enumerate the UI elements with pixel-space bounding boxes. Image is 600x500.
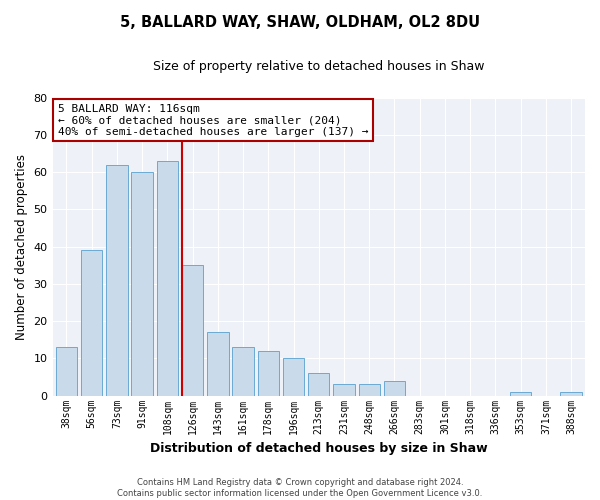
- Bar: [207, 332, 229, 396]
- Bar: [333, 384, 355, 396]
- Bar: [510, 392, 532, 396]
- Text: 5 BALLARD WAY: 116sqm
← 60% of detached houses are smaller (204)
40% of semi-det: 5 BALLARD WAY: 116sqm ← 60% of detached …: [58, 104, 368, 137]
- Y-axis label: Number of detached properties: Number of detached properties: [15, 154, 28, 340]
- Bar: [81, 250, 103, 396]
- Bar: [56, 347, 77, 396]
- Bar: [106, 165, 128, 396]
- Bar: [131, 172, 153, 396]
- Title: Size of property relative to detached houses in Shaw: Size of property relative to detached ho…: [153, 60, 485, 73]
- Bar: [232, 347, 254, 396]
- Bar: [384, 380, 405, 396]
- Text: 5, BALLARD WAY, SHAW, OLDHAM, OL2 8DU: 5, BALLARD WAY, SHAW, OLDHAM, OL2 8DU: [120, 15, 480, 30]
- Text: Contains HM Land Registry data © Crown copyright and database right 2024.
Contai: Contains HM Land Registry data © Crown c…: [118, 478, 482, 498]
- Bar: [359, 384, 380, 396]
- Bar: [283, 358, 304, 396]
- Bar: [308, 374, 329, 396]
- Bar: [157, 161, 178, 396]
- X-axis label: Distribution of detached houses by size in Shaw: Distribution of detached houses by size …: [150, 442, 488, 455]
- Bar: [560, 392, 582, 396]
- Bar: [257, 351, 279, 396]
- Bar: [182, 266, 203, 396]
